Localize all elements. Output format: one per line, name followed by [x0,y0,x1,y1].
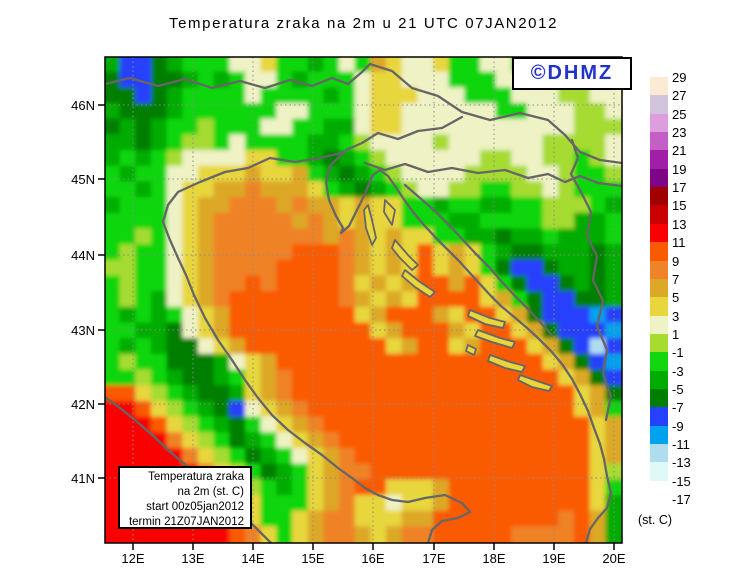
brac-island [467,309,506,329]
map-frame [104,56,623,544]
color-swatch [650,388,668,408]
dhmz-logo-text: ©DHMZ [530,62,614,84]
scale-tick-label: -5 [672,381,684,397]
scale-tick-label: -13 [672,455,691,471]
lon-tick-label: 13E [181,551,205,566]
scale-tick-label: -7 [672,400,684,416]
drina-border [569,138,613,422]
pag-island [391,239,419,271]
color-swatch [650,260,668,280]
color-swatch [650,187,668,206]
scale-unit-label: (st. C) [638,513,673,527]
scale-tick-label: 19 [672,161,687,177]
lon-tick-label: 18E [482,551,506,566]
color-swatch [650,113,668,133]
bosnia-west-border [403,183,554,337]
info-line-start: start 00z05jan2012 [146,501,244,513]
scale-tick-label: 15 [672,198,687,214]
scale-tick-label: 7 [672,271,680,287]
color-swatch [650,315,668,335]
color-swatch [650,370,668,390]
hvar-island [474,329,516,349]
slovenia-croatia-border [344,115,464,152]
color-swatch [650,407,668,427]
lon-tick-label: 16E [361,551,385,566]
map-title: Temperatura zraka na 2m u 21 UTC 07JAN20… [168,15,559,32]
lat-tick-label: 44N [71,248,95,263]
lat-tick-label: 43N [71,323,95,338]
color-swatch [650,297,668,317]
italy-adriatic-coast [161,150,472,543]
scale-tick-label: 17 [672,180,687,196]
mljet-island [517,374,553,392]
scale-tick-label: -9 [672,418,684,434]
scale-tick-label: -11 [672,437,690,452]
scale-tick-label: 27 [672,88,687,104]
lon-tick-label: 17E [422,551,446,566]
color-swatch [650,278,668,298]
lon-tick-label: 14E [241,551,265,566]
scale-tick-label: 11 [672,235,686,251]
color-swatch [650,150,668,170]
color-swatch [650,425,668,445]
info-line-level: na 2m (st. C) [177,486,244,498]
graticule [105,57,622,543]
lon-tick-label: 20E [602,551,626,566]
color-swatch [650,352,668,372]
hungary-border [368,62,622,165]
color-swatch [650,168,668,188]
color-swatch [650,242,668,261]
axis-ticks [98,104,615,550]
color-swatch [650,333,668,353]
korcula-island [487,354,526,373]
krk-island [383,199,396,226]
dhmz-logo-box: ©DHMZ [512,57,632,90]
color-swatch [650,132,668,151]
lon-tick-label: 12E [121,551,145,566]
scale-tick-label: 23 [672,125,687,141]
lat-tick-label: 45N [71,172,95,187]
lon-tick-label: 19E [542,551,566,566]
sava-border [363,161,622,188]
austria-border [105,62,372,90]
croatia-coast [324,150,613,543]
scale-tick-label: 9 [672,253,680,269]
scale-tick-label: 29 [672,70,687,85]
info-line-termin: termin 21Z07JAN2012 [128,516,244,528]
lon-tick-label: 15E [301,551,325,566]
color-swatch [650,95,668,115]
scale-tick-label: 25 [672,106,687,122]
lat-tick-label: 41N [71,471,95,486]
coastlines-and-borders [105,62,622,543]
scale-tick-label: 1 [672,326,680,342]
color-swatch [650,480,668,500]
scale-tick-label: -1 [672,345,684,361]
color-swatch [650,223,668,243]
cres-island [363,204,377,246]
scale-tick-label: 5 [672,290,680,306]
color-swatch [650,205,668,225]
color-swatch [650,77,668,96]
scale-tick-label: 3 [672,308,680,324]
lat-tick-label: 46N [71,98,95,113]
scale-tick-label: 21 [672,143,687,159]
lat-tick-label: 42N [71,397,95,412]
dugi-otok-island [401,269,436,298]
vis-island [465,344,477,356]
info-line-variable: Temperatura zraka [148,471,244,483]
scale-tick-label: -17 [672,492,691,508]
scale-tick-label: 13 [672,216,687,232]
color-swatch [650,462,668,482]
forecast-info-box: Temperatura zraka na 2m (st. C) start 00… [118,466,252,529]
scale-tick-label: -3 [672,363,684,379]
color-swatch [650,444,668,463]
scale-tick-label: -15 [672,473,691,489]
